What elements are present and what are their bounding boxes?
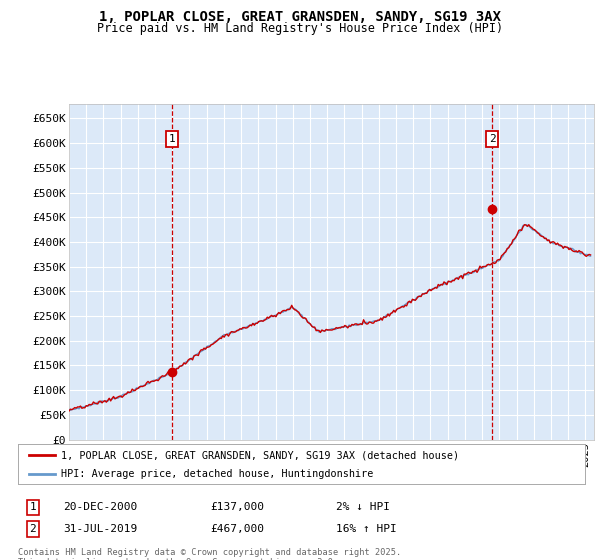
Text: Contains HM Land Registry data © Crown copyright and database right 2025.
This d: Contains HM Land Registry data © Crown c… (18, 548, 401, 560)
Text: 2% ↓ HPI: 2% ↓ HPI (336, 502, 390, 512)
Text: 1: 1 (169, 134, 175, 144)
Text: £137,000: £137,000 (210, 502, 264, 512)
Text: 20-DEC-2000: 20-DEC-2000 (63, 502, 137, 512)
Text: 2: 2 (29, 524, 37, 534)
Text: 1, POPLAR CLOSE, GREAT GRANSDEN, SANDY, SG19 3AX (detached house): 1, POPLAR CLOSE, GREAT GRANSDEN, SANDY, … (61, 450, 458, 460)
Text: 1: 1 (29, 502, 37, 512)
Text: 31-JUL-2019: 31-JUL-2019 (63, 524, 137, 534)
Text: £467,000: £467,000 (210, 524, 264, 534)
Text: 2: 2 (489, 134, 496, 144)
Text: Price paid vs. HM Land Registry's House Price Index (HPI): Price paid vs. HM Land Registry's House … (97, 22, 503, 35)
Text: 16% ↑ HPI: 16% ↑ HPI (336, 524, 397, 534)
Text: HPI: Average price, detached house, Huntingdonshire: HPI: Average price, detached house, Hunt… (61, 469, 373, 479)
Text: 1, POPLAR CLOSE, GREAT GRANSDEN, SANDY, SG19 3AX: 1, POPLAR CLOSE, GREAT GRANSDEN, SANDY, … (99, 10, 501, 24)
